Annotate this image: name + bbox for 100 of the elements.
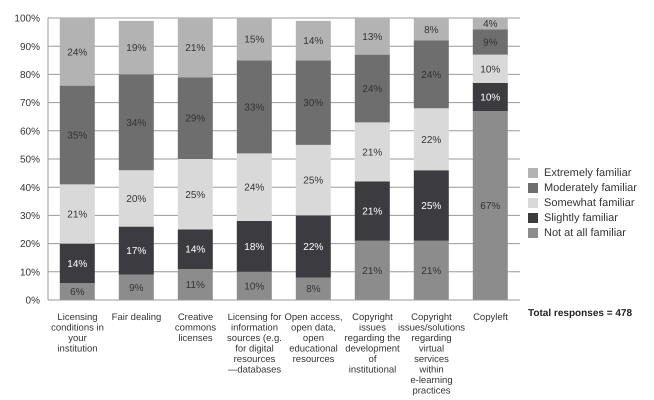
bar <box>178 18 213 78</box>
bar <box>236 272 272 300</box>
data-label: 21% <box>362 206 382 218</box>
data-label: 8% <box>424 24 439 36</box>
data-label: 24% <box>67 47 88 58</box>
data-label: 22% <box>303 242 324 253</box>
data-label: 10% <box>244 281 264 292</box>
y-tick-label: 60% <box>20 126 40 138</box>
bar <box>178 230 213 269</box>
bar <box>354 240 390 300</box>
bar <box>118 170 154 227</box>
bar <box>60 184 95 244</box>
bar <box>236 153 272 222</box>
bar <box>296 60 331 145</box>
data-label: 21% <box>421 266 442 277</box>
bar <box>354 54 390 122</box>
data-label: 22% <box>421 134 442 146</box>
bar <box>414 170 449 241</box>
bar <box>60 244 95 284</box>
data-label: 9% <box>129 282 144 294</box>
bar <box>472 54 508 83</box>
data-label: 25% <box>303 176 324 187</box>
data-label: 33% <box>244 102 264 114</box>
x-tick-label: Creative commons licenses <box>174 312 216 344</box>
bar <box>118 20 154 74</box>
data-label: 17% <box>126 246 146 258</box>
data-label: 11% <box>186 280 206 291</box>
data-label: 10% <box>480 92 500 104</box>
bar <box>296 20 331 60</box>
x-tick-label: Fair dealing <box>112 312 162 323</box>
data-label: 20% <box>126 194 146 205</box>
data-label: 30% <box>303 98 324 110</box>
bar <box>472 29 508 55</box>
data-label: 8% <box>306 284 321 296</box>
bar <box>60 86 95 184</box>
data-label: 9% <box>483 37 498 48</box>
bar <box>236 60 272 154</box>
legend-label: Extremely familiar <box>544 166 632 178</box>
data-label: 34% <box>126 118 146 129</box>
legend-label: Moderately familiar <box>544 182 637 194</box>
data-label: 21% <box>67 209 88 220</box>
data-label: 14% <box>303 36 324 48</box>
bar <box>296 215 331 278</box>
data-label: 14% <box>67 258 88 270</box>
bar <box>118 74 154 170</box>
bar <box>472 82 508 112</box>
bar <box>354 182 390 241</box>
data-label: 6% <box>70 287 85 298</box>
data-label: 10% <box>480 64 500 76</box>
x-tick-label: Open access, open data, open educational resources <box>284 312 343 365</box>
data-label: 15% <box>244 34 264 46</box>
data-label: 67% <box>480 201 500 212</box>
x-tick-label: Licensing for information sources (e.g. for digital resources —databases <box>227 312 282 376</box>
y-tick-label: 40% <box>20 182 40 194</box>
bar <box>296 277 331 300</box>
bar <box>354 122 390 182</box>
data-label: 25% <box>185 190 206 201</box>
bar <box>296 144 331 216</box>
data-label: 35% <box>67 130 88 142</box>
data-label: 21% <box>362 266 382 277</box>
y-tick-label: 10% <box>20 267 40 278</box>
data-label: 13% <box>362 32 382 43</box>
bar <box>178 268 213 300</box>
y-tick-label: 70% <box>20 98 40 110</box>
y-tick-label: 90% <box>20 42 40 53</box>
y-tick-label: 100% <box>14 14 40 25</box>
data-label: 14% <box>185 244 206 256</box>
bar <box>414 40 449 108</box>
bar <box>178 77 213 159</box>
data-label: 21% <box>362 147 382 158</box>
bar <box>414 240 449 300</box>
legend-label: Somewhat familiar <box>544 196 634 208</box>
x-tick-label: Licensing conditions in your institution <box>51 312 104 354</box>
y-tick-label: 50% <box>20 154 40 166</box>
bar <box>236 221 272 272</box>
y-tick-label: 30% <box>20 210 40 222</box>
legend-label: Slightly familiar <box>544 212 618 224</box>
data-label: 19% <box>126 43 146 54</box>
y-tick-label: 0% <box>26 296 40 307</box>
data-label: 24% <box>421 70 442 81</box>
x-tick-label: Copyright issues regarding the development of institutional <box>344 312 400 376</box>
legend-label: Not at all familiar <box>544 226 626 238</box>
data-label: 4% <box>483 19 498 30</box>
data-label: 24% <box>362 84 382 95</box>
y-tick-label: 20% <box>20 239 40 250</box>
bar <box>414 18 449 41</box>
y-tick-label: 80% <box>20 70 40 81</box>
data-label: 18% <box>244 242 264 253</box>
bar <box>118 226 154 275</box>
bar <box>60 18 95 86</box>
bar <box>118 274 154 300</box>
data-label: 21% <box>185 43 206 54</box>
bar <box>236 18 272 60</box>
bar <box>414 108 449 170</box>
data-label: 29% <box>185 114 206 125</box>
text: Total responses = 478 <box>528 308 632 319</box>
bar <box>354 18 390 55</box>
data-label: 24% <box>244 182 264 194</box>
bar <box>472 111 508 300</box>
data-label: 25% <box>421 201 442 212</box>
